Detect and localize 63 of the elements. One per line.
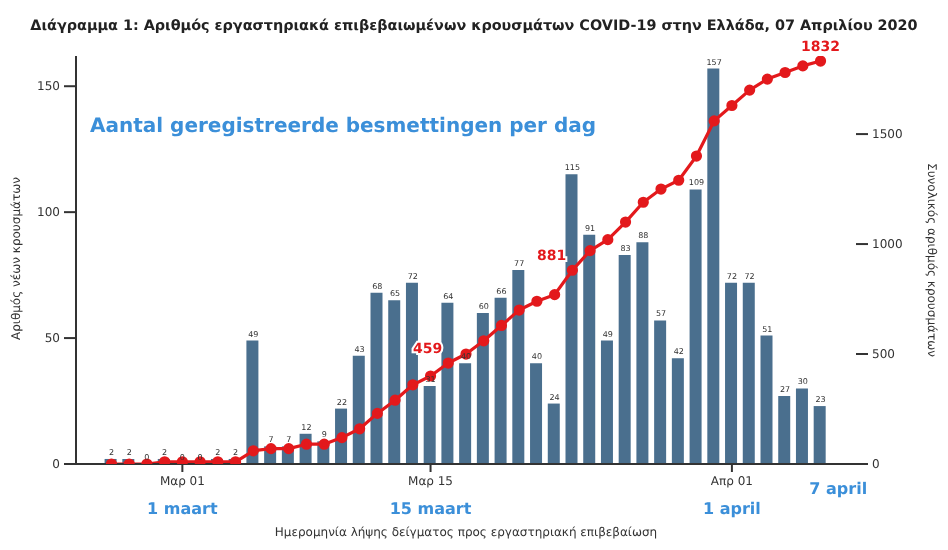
bar (671, 358, 684, 464)
point (336, 432, 348, 444)
point (318, 438, 330, 450)
point (531, 295, 543, 307)
point (478, 335, 490, 347)
bar (778, 396, 791, 464)
point (265, 443, 277, 455)
bar (388, 300, 401, 464)
point (690, 150, 703, 162)
bar (618, 254, 631, 464)
bar (636, 242, 649, 464)
point (708, 115, 720, 127)
bar (246, 340, 259, 464)
point (566, 264, 578, 276)
point (779, 66, 791, 79)
point (442, 357, 454, 369)
point (761, 73, 773, 85)
point (744, 84, 756, 96)
bar (583, 234, 596, 464)
point (300, 438, 313, 450)
bar (547, 403, 560, 464)
point (354, 423, 366, 435)
point (247, 445, 259, 457)
point (513, 304, 525, 316)
bar (725, 282, 738, 464)
point (619, 216, 632, 228)
bar (813, 406, 826, 464)
bar (742, 282, 755, 464)
bar (707, 68, 720, 464)
bar (512, 270, 525, 464)
bar (654, 320, 667, 464)
bar (476, 312, 489, 464)
bar (600, 340, 613, 464)
text: 7 april (809, 480, 868, 498)
text: Aantal geregistreerde besmettingen per dag (90, 116, 597, 138)
point (584, 245, 596, 257)
bar (795, 388, 808, 464)
point (389, 394, 401, 406)
point (814, 56, 827, 67)
point (371, 407, 383, 420)
bar (565, 174, 578, 464)
point (495, 319, 508, 332)
point (549, 289, 561, 301)
point (283, 443, 295, 455)
point (655, 183, 667, 195)
point (797, 60, 809, 72)
bar (494, 297, 507, 464)
bar (441, 302, 454, 464)
text: 15 maart (389, 500, 472, 518)
point (407, 379, 419, 391)
point (602, 234, 614, 246)
text: 1 april (703, 500, 762, 518)
point (637, 196, 649, 208)
bar (423, 385, 436, 464)
bar (689, 189, 702, 464)
bar (760, 335, 773, 464)
point (673, 174, 685, 186)
text: 1 maart (147, 500, 218, 518)
bar (530, 363, 543, 464)
point (726, 99, 738, 112)
bar (459, 363, 472, 464)
bar (370, 292, 383, 464)
bar (352, 355, 365, 464)
